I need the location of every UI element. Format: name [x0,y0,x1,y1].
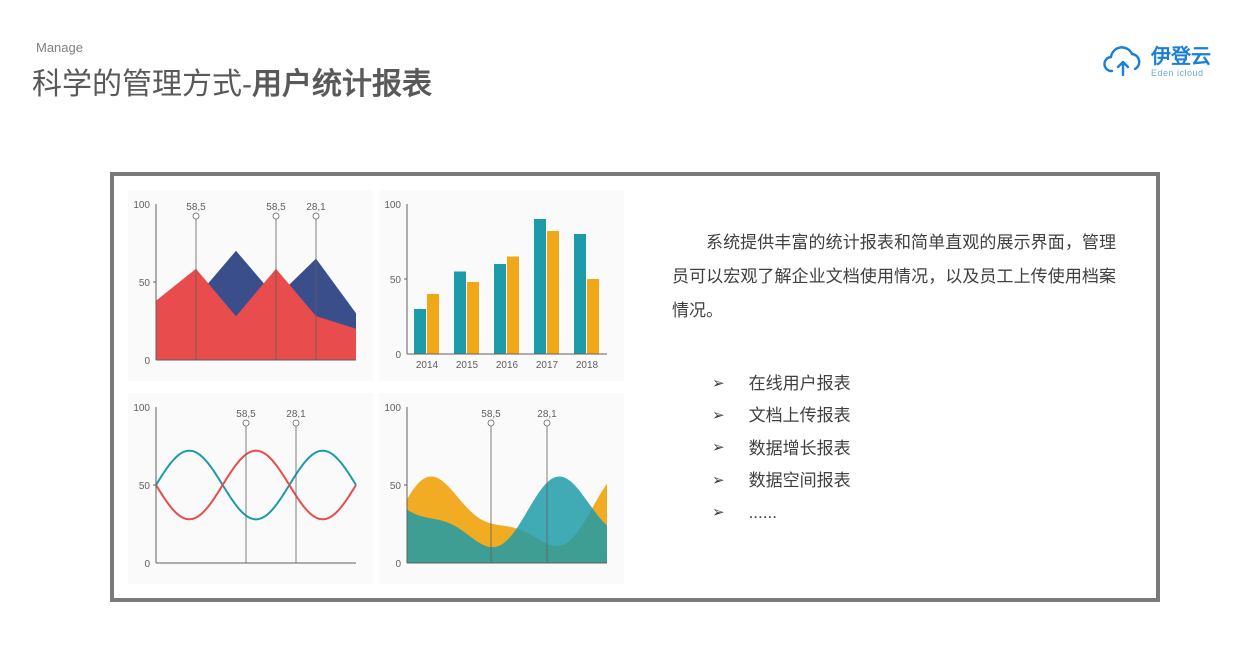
page-title: 科学的管理方式-用户统计报表 [32,59,432,103]
title-light: 科学的管理方式- [32,68,252,101]
bullet-arrow-icon: ➢ [712,434,725,463]
chart-area-smooth: 100 50 0 58,5 28,1 [379,393,624,584]
logo-text-en: Eden icloud [1151,69,1211,78]
bullet-arrow-icon: ➢ [712,370,725,399]
bullet-arrow-icon: ➢ [712,499,725,528]
logo-text-cn: 伊登云 [1151,47,1211,67]
bullet-item: ➢...... [712,497,1116,529]
chart-area-stacked: 100 50 0 58,5 58,5 28,1 [128,190,373,381]
charts-grid: 100 50 0 58,5 58,5 28,1 100 50 0 2014 2015 2016 201… [114,176,624,598]
svg-text:0: 0 [144,356,150,367]
svg-text:0: 0 [395,559,401,570]
svg-text:28,1: 28,1 [306,202,326,213]
svg-text:58,5: 58,5 [236,409,256,420]
brand-logo: 伊登云 Eden icloud [1101,45,1211,79]
description-text: 系统提供丰富的统计报表和简单直观的展示界面，管理员可以宏观了解企业文档使用情况，… [672,226,1116,328]
bullet-text: 文档上传报表 [749,400,851,432]
bullet-list: ➢在线用户报表➢文档上传报表➢数据增长报表➢数据空间报表➢...... [712,368,1116,529]
bullet-item: ➢ 文档上传报表 [712,400,1116,432]
svg-text:50: 50 [139,481,151,492]
svg-text:0: 0 [395,350,401,361]
svg-text:2018: 2018 [576,360,599,371]
title-bold: 用户统计报表 [252,68,432,101]
svg-text:100: 100 [384,200,401,211]
bullet-item: ➢ 数据空间报表 [712,465,1116,497]
svg-text:58,5: 58,5 [186,202,206,213]
bullet-text: ...... [749,497,777,529]
svg-text:50: 50 [390,481,402,492]
svg-text:28,1: 28,1 [286,409,306,420]
bullet-item: ➢ 数据增长报表 [712,433,1116,465]
svg-text:28,1: 28,1 [537,409,557,420]
svg-text:100: 100 [133,200,150,211]
svg-text:0: 0 [144,559,150,570]
chart-line-wave: 100 50 0 58,5 28,1 [128,393,373,584]
bullet-item: ➢ 在线用户报表 [712,368,1116,400]
bullet-arrow-icon: ➢ [712,467,725,496]
bullet-arrow-icon: ➢ [712,402,725,431]
svg-text:2015: 2015 [456,360,479,371]
svg-text:2017: 2017 [536,360,559,371]
chart-bar-grouped: 100 50 0 2014 2015 2016 2017 2018 [379,190,624,381]
svg-text:100: 100 [384,403,401,414]
svg-text:2014: 2014 [416,360,439,371]
bullet-text: 数据空间报表 [749,465,851,497]
cloud-icon [1101,45,1145,79]
svg-text:58,5: 58,5 [481,409,501,420]
page-header: Manage 科学的管理方式-用户统计报表 [32,40,432,103]
content-panel: 100 50 0 58,5 58,5 28,1 100 50 0 2014 2015 2016 201… [110,172,1160,602]
svg-text:2016: 2016 [496,360,519,371]
svg-text:50: 50 [390,275,402,286]
bullet-text: 数据增长报表 [749,433,851,465]
bullet-text: 在线用户报表 [749,368,851,400]
eyebrow-label: Manage [36,40,432,55]
svg-text:50: 50 [139,278,151,289]
text-column: 系统提供丰富的统计报表和简单直观的展示界面，管理员可以宏观了解企业文档使用情况，… [624,176,1156,598]
svg-text:100: 100 [133,403,150,414]
svg-text:58,5: 58,5 [266,202,286,213]
